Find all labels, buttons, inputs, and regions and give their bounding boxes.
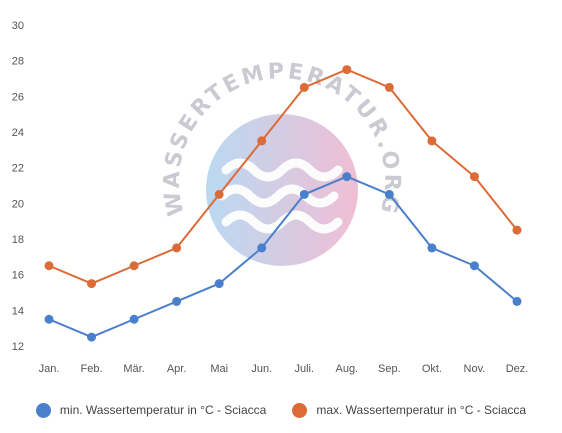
y-axis: 12 14 16 18 20 22 24 26 28 30 (12, 20, 24, 353)
watermark-logo: WASSERTEMPERATUR.ORG (160, 59, 401, 266)
x-tick-label: Nov. (464, 363, 486, 375)
y-tick-label: 12 (12, 341, 24, 353)
y-tick-label: 14 (12, 305, 24, 317)
data-point-min (342, 172, 352, 182)
data-point-min (469, 261, 479, 271)
data-point-max (512, 225, 522, 235)
y-tick-label: 28 (12, 56, 24, 68)
y-tick-label: 30 (12, 20, 24, 32)
data-point-max (87, 279, 97, 289)
y-tick-label: 18 (12, 234, 24, 246)
data-point-max (384, 82, 394, 92)
y-tick-label: 20 (12, 198, 24, 210)
data-point-min (87, 332, 97, 342)
data-point-max (257, 136, 267, 146)
legend-label-min: min. Wassertemperatur in °C - Sciacca (59, 403, 267, 417)
data-point-max (129, 261, 139, 271)
data-point-min (257, 243, 267, 253)
data-point-max (342, 65, 352, 75)
series-line-min (48, 175, 518, 339)
data-point-min (299, 189, 309, 199)
data-point-min (512, 296, 522, 306)
y-tick-label: 22 (12, 163, 24, 175)
y-tick-label: 26 (12, 91, 24, 103)
x-tick-label: Mai (210, 363, 228, 375)
y-tick-label: 24 (12, 127, 24, 139)
data-point-min (427, 243, 437, 253)
data-point-min (129, 314, 139, 324)
y-tick-label: 16 (12, 270, 24, 282)
x-tick-label: Juli. (294, 363, 314, 375)
x-tick-label: Apr. (167, 363, 187, 375)
series-layer (44, 65, 522, 342)
data-point-min (384, 189, 394, 199)
data-point-min (214, 279, 224, 289)
data-point-min (44, 314, 54, 324)
x-tick-label: Dez. (506, 363, 529, 375)
data-point-min (172, 296, 182, 306)
data-point-max (214, 189, 224, 199)
x-tick-label: Okt. (422, 363, 442, 375)
data-point-max (469, 172, 479, 182)
x-tick-label: Jan. (39, 363, 60, 375)
legend-item-max[interactable]: max. Wassertemperatur in °C - Sciacca (292, 402, 527, 418)
x-tick-label: Feb. (81, 363, 103, 375)
x-tick-label: Mär. (123, 363, 144, 375)
legend-marker-min (35, 402, 51, 418)
x-axis: Jan. Feb. Mär. Apr. Mai Jun. Juli. Aug. Sep. Okt.… (39, 363, 529, 375)
legend-marker-max (292, 402, 308, 418)
data-point-max (172, 243, 182, 253)
x-tick-label: Jun. (251, 363, 272, 375)
legend-item-min[interactable]: min. Wassertemperatur in °C - Sciacca (35, 402, 267, 418)
data-point-max (299, 82, 309, 92)
line-chart: WASSERTEMPERATUR.ORG 12 14 16 18 20 22 24 26 28 3… (12, 20, 529, 375)
x-tick-label: Aug. (335, 363, 358, 375)
data-point-max (44, 261, 54, 271)
data-point-max (427, 136, 437, 146)
x-tick-label: Sep. (378, 363, 401, 375)
legend: min. Wassertemperatur in °C - Sciacca ma… (0, 399, 562, 421)
series-line-max (48, 68, 518, 285)
legend-label-max: max. Wassertemperatur in °C - Sciacca (316, 403, 527, 417)
